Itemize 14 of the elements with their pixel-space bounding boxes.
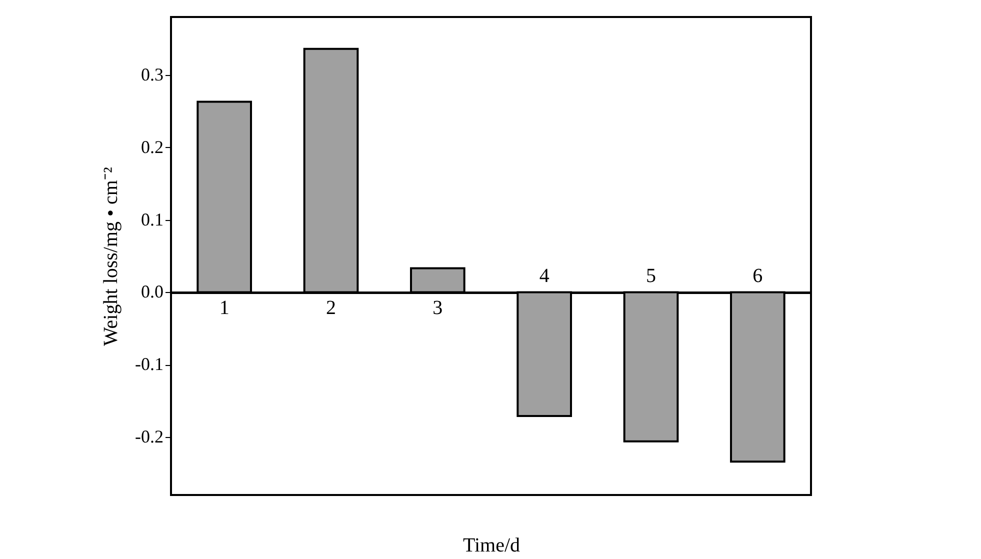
x-axis-title: Time/d: [462, 534, 520, 556]
x-tick-label: 3: [432, 297, 443, 320]
x-tick-label: 6: [752, 265, 763, 288]
y-tick-label: -0.2: [135, 426, 164, 447]
y-tick-label: -0.1: [135, 354, 164, 374]
x-tick-label: 5: [646, 265, 656, 288]
x-tick-label: 4: [539, 265, 550, 288]
y-tick-label: 0.1: [141, 209, 164, 230]
y-tick-label: 0.3: [141, 64, 164, 84]
x-tick-label: 2: [326, 297, 336, 320]
x-tick-label: 1: [219, 297, 230, 320]
y-axis-title: Weight loss/mg • cm⁻²: [100, 167, 122, 346]
y-tick-label: 0.0: [141, 282, 164, 302]
y-tick-label: 0.2: [141, 136, 164, 157]
